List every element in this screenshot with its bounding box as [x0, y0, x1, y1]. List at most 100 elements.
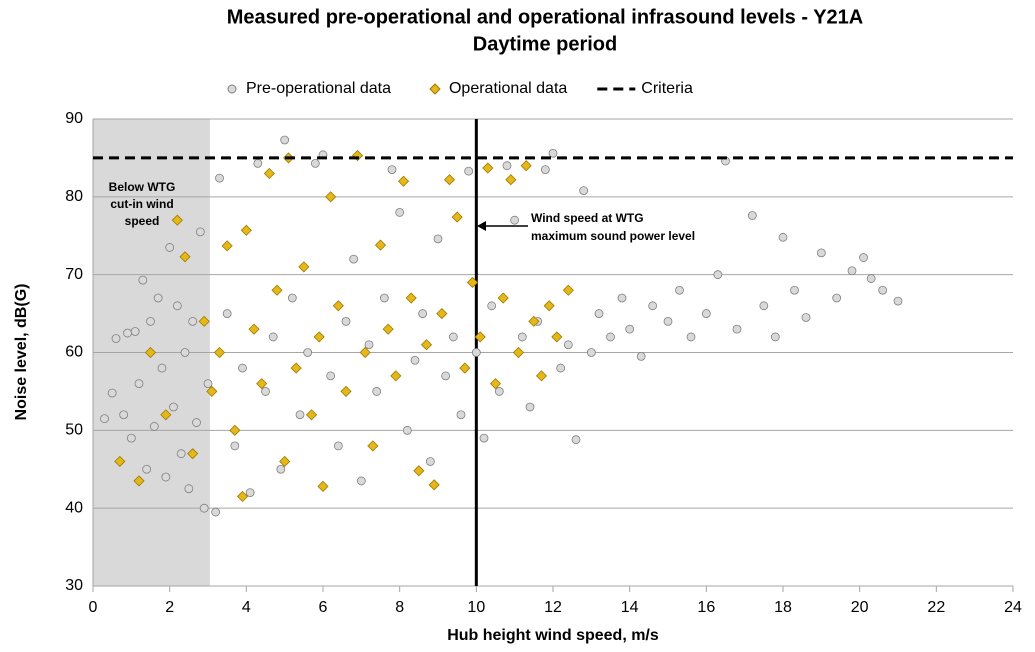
data-point — [382, 323, 394, 335]
data-point — [126, 433, 136, 443]
data-point — [586, 348, 596, 357]
data-point — [410, 355, 420, 365]
data-point — [441, 371, 451, 381]
data-point — [279, 455, 291, 468]
data-point — [594, 309, 604, 318]
data-point — [130, 327, 140, 336]
data-point — [778, 232, 788, 242]
data-point — [245, 488, 255, 498]
chart-subtitle: Daytime period — [473, 33, 617, 55]
chart-title: Measured pre-operational and operational… — [227, 6, 863, 28]
data-point — [528, 315, 540, 327]
data-point — [562, 284, 574, 296]
data-point — [161, 472, 171, 482]
data-point — [413, 465, 425, 477]
data-point — [420, 339, 433, 351]
data-point — [859, 253, 868, 262]
data-point — [290, 362, 302, 374]
x-tick-label: 2 — [165, 599, 174, 616]
data-point — [747, 211, 757, 220]
data-point — [497, 292, 509, 304]
data-point — [298, 261, 310, 273]
data-point — [119, 410, 129, 420]
data-point — [144, 346, 157, 359]
data-point — [387, 165, 397, 174]
data-point — [713, 270, 723, 280]
data-point — [732, 324, 742, 334]
data-point — [325, 191, 337, 203]
x-tick-label: 8 — [395, 599, 404, 616]
data-point — [543, 300, 555, 312]
data-point — [675, 285, 684, 295]
data-point — [397, 175, 410, 187]
data-point — [617, 293, 627, 303]
data-point — [184, 484, 194, 494]
data-point — [261, 387, 270, 396]
data-point — [502, 161, 512, 171]
y-tick-label: 60 — [65, 344, 83, 361]
x-tick-label: 18 — [774, 599, 792, 616]
data-point — [893, 296, 903, 306]
data-point — [326, 371, 336, 381]
data-point — [100, 414, 109, 424]
data-point — [229, 424, 241, 436]
data-point — [663, 316, 673, 326]
data-point — [317, 480, 329, 492]
data-point — [540, 165, 550, 174]
x-tick-label: 12 — [544, 599, 562, 616]
data-point — [451, 211, 463, 223]
data-point — [238, 363, 247, 373]
data-point — [878, 285, 888, 295]
x-tick-label: 16 — [697, 599, 715, 616]
data-point — [146, 316, 155, 326]
data-point — [248, 323, 260, 335]
data-point — [395, 207, 405, 217]
data-point — [520, 160, 532, 172]
data-point — [367, 440, 379, 452]
data-point — [770, 332, 780, 342]
data-point — [179, 251, 191, 263]
y-axis-title: Noise level, dB(G) — [13, 284, 30, 421]
data-point — [114, 455, 126, 468]
data-point — [153, 293, 163, 303]
data-point — [149, 422, 159, 431]
y-tick-label: 30 — [65, 577, 83, 594]
data-point — [510, 215, 520, 225]
y-tick-label: 50 — [65, 422, 83, 439]
data-point — [816, 248, 826, 258]
data-point — [340, 385, 352, 397]
annotation: Wind speed at WTG — [531, 211, 644, 225]
data-point — [433, 234, 443, 244]
data-point — [303, 348, 313, 357]
x-tick-label: 0 — [89, 599, 98, 616]
legend-label: Operational data — [449, 80, 567, 97]
data-point — [187, 448, 199, 460]
x-tick-label: 24 — [1004, 599, 1022, 616]
data-point — [801, 313, 811, 322]
data-point — [436, 308, 448, 320]
data-point — [160, 409, 172, 421]
data-point — [213, 346, 226, 359]
data-point — [157, 363, 167, 373]
data-point — [494, 387, 504, 396]
data-point — [479, 433, 489, 443]
x-tick-label: 6 — [319, 599, 328, 616]
legend-swatch — [429, 83, 441, 95]
data-point — [379, 293, 389, 303]
data-point — [636, 351, 646, 361]
data-point — [606, 332, 615, 342]
data-point — [759, 301, 769, 311]
data-point — [790, 285, 799, 295]
data-point — [240, 224, 252, 236]
data-point — [464, 166, 474, 176]
data-point — [332, 300, 344, 312]
data-point — [206, 385, 218, 397]
annotation: cut-in wind — [110, 197, 173, 211]
data-point — [428, 479, 440, 491]
data-point — [548, 148, 558, 158]
data-point — [349, 254, 359, 264]
data-point — [701, 309, 711, 318]
legend-label: Criteria — [641, 80, 693, 97]
data-point — [263, 167, 275, 180]
data-point — [198, 315, 210, 327]
